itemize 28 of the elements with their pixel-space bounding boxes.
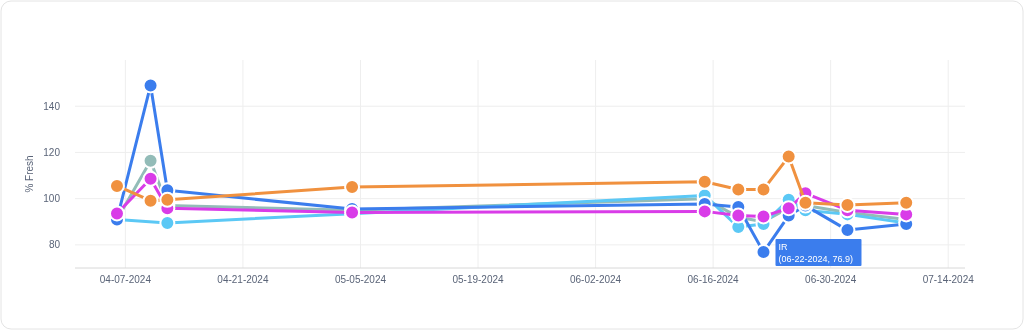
point	[142, 192, 159, 209]
point	[159, 191, 176, 208]
annotation: (06-22-2024, 76.9)	[778, 254, 854, 265]
point	[730, 181, 747, 198]
x-tick-label: 06-16-2024	[687, 274, 740, 285]
x-tick-label: 05-05-2024	[334, 274, 387, 285]
point	[696, 203, 713, 220]
x-tick-label: 06-30-2024	[805, 274, 857, 285]
point	[142, 77, 159, 94]
x-tick-label: 07-14-2024	[922, 274, 975, 285]
y-tick-label: 140	[43, 100, 61, 112]
y-tick-label: 120	[43, 146, 61, 158]
y-axis-title: % Fresh	[24, 155, 35, 193]
point	[755, 208, 772, 225]
y-tick-label: 100	[43, 193, 61, 205]
point	[696, 173, 713, 190]
point	[755, 181, 772, 198]
x-tick-label: 05-19-2024	[452, 274, 505, 285]
y-tick-label: 80	[48, 239, 61, 251]
x-tick-label: 04-07-2024	[99, 274, 152, 285]
series-label: IR	[778, 242, 788, 253]
point	[142, 170, 159, 187]
x-tick-label: 04-21-2024	[217, 274, 269, 285]
point	[780, 148, 797, 165]
point	[839, 196, 856, 213]
point	[142, 152, 159, 169]
x-tick-label: 06-02-2024	[569, 274, 622, 285]
point	[898, 194, 915, 211]
